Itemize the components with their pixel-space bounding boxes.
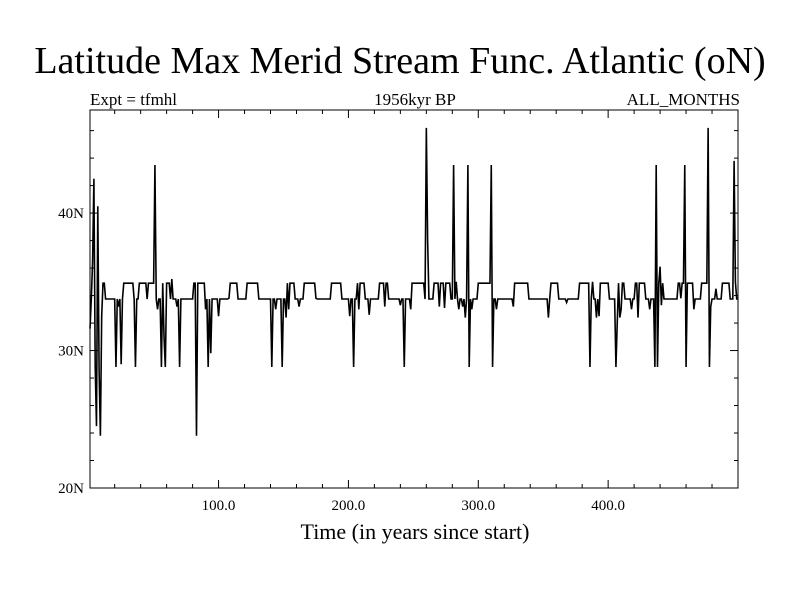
months-label: ALL_MONTHS [626, 90, 740, 109]
chart-title: Latitude Max Merid Stream Func. Atlantic… [34, 40, 766, 82]
experiment-label: Expt = tfmhl [90, 90, 178, 109]
x-tick-label: 200.0 [332, 498, 366, 514]
x-tick-label: 100.0 [202, 498, 236, 514]
y-tick-label: 30N [58, 344, 84, 360]
series-line [89, 127, 738, 436]
x-tick-label: 300.0 [461, 498, 495, 514]
x-tick-label: 400.0 [591, 498, 625, 514]
period-label: 1956kyr BP [374, 90, 456, 109]
y-tick-label: 40N [58, 206, 84, 222]
x-axis-label: Time (in years since start) [300, 519, 530, 544]
y-tick-label: 20N [58, 481, 84, 497]
